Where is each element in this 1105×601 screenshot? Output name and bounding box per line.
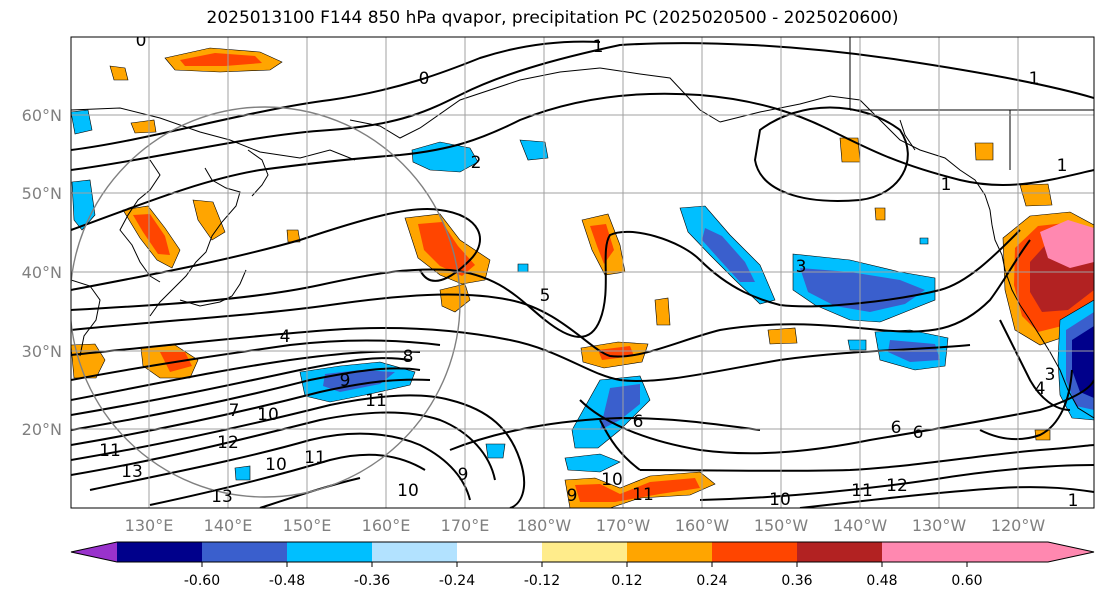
- colorbar-tick-label: 0.48: [866, 573, 897, 589]
- contour-label: 3: [796, 257, 807, 277]
- lat-label: 20°N: [22, 420, 62, 439]
- colorbar-segment: [627, 542, 712, 562]
- plot-frame: [70, 36, 1095, 509]
- lon-label: 150°E: [283, 516, 332, 535]
- contour-label: 11: [99, 441, 121, 461]
- contour-label: 6: [913, 423, 924, 443]
- colorbar-extend-left: [71, 542, 117, 562]
- region-circle: [71, 106, 461, 498]
- lat-label: 60°N: [22, 106, 62, 125]
- contour-label: 2: [471, 153, 482, 173]
- contour-label: 1: [593, 37, 604, 57]
- lon-label: 170°E: [441, 516, 490, 535]
- lat-label: 40°N: [22, 263, 62, 282]
- lon-label: 140°W: [833, 516, 888, 535]
- contour-label: 4: [280, 327, 291, 347]
- contour-label: 0: [136, 31, 147, 51]
- lon-label: 130°E: [125, 516, 174, 535]
- longitude-labels: 130°E 140°E 150°E 160°E 170°E 180°W 170°…: [125, 516, 1046, 535]
- contour-label: 1: [1068, 491, 1079, 511]
- lon-label: 150°W: [754, 516, 809, 535]
- contour-label: 10: [769, 490, 791, 510]
- colorbar-tick-labels: -0.60 -0.48 -0.36 -0.24 -0.12 0.12 0.24 …: [184, 573, 983, 589]
- colorbar-segment: [457, 542, 542, 562]
- contour-label: 10: [265, 455, 287, 475]
- contour-label: 9: [567, 486, 578, 506]
- contour-label: 9: [458, 465, 469, 485]
- contour-label: 0: [419, 69, 430, 89]
- contour-label: 10: [397, 481, 419, 501]
- contour-label: 12: [217, 433, 239, 453]
- contour-label: 1: [1057, 156, 1068, 176]
- contour-label: 1: [941, 175, 952, 195]
- lon-label: 140°E: [204, 516, 253, 535]
- lon-label: 160°W: [675, 516, 730, 535]
- colorbar-tick-label: -0.36: [354, 573, 390, 589]
- colorbar-tick-label: -0.48: [269, 573, 305, 589]
- contour-label: 10: [601, 470, 623, 490]
- colorbar-ticks: [201, 562, 968, 567]
- contour-label: 3: [1045, 365, 1056, 385]
- contour-label: 13: [211, 487, 233, 507]
- contour-labels: 0 0 1 1 1 1 2 3 3 4 5 6 6 6 7 8 9 9 9 10…: [99, 31, 1079, 511]
- lon-label: 130°W: [912, 516, 967, 535]
- colorbar-segment: [882, 542, 962, 562]
- coastlines: [71, 37, 1094, 419]
- contour-label: 13: [121, 462, 143, 482]
- colorbar-tick-label: 0.60: [951, 573, 982, 589]
- qvapor-contours: [71, 40, 1094, 508]
- contour-label: 4: [1035, 379, 1046, 399]
- lon-label: 180°W: [517, 516, 572, 535]
- colorbar-tick-label: 0.24: [696, 573, 727, 589]
- lat-label: 50°N: [22, 184, 62, 203]
- colorbar-tick-label: -0.60: [184, 573, 220, 589]
- colorbar-segment: [202, 542, 287, 562]
- colorbar-segment: [372, 542, 457, 562]
- colorbar-tick-label: -0.12: [524, 573, 560, 589]
- colorbar-outline: [70, 541, 1095, 563]
- colorbar-segment: [117, 542, 202, 562]
- colorbar: [70, 541, 1095, 563]
- contour-label: 11: [365, 391, 387, 411]
- latitude-labels: 60°N 50°N 40°N 30°N 20°N: [22, 106, 62, 439]
- contour-label: 11: [851, 481, 873, 501]
- lat-label: 30°N: [22, 342, 62, 361]
- colorbar-segment: [287, 542, 372, 562]
- colorbar-segment: [542, 542, 627, 562]
- shaded-anomalies: [71, 47, 1094, 508]
- colorbar-segment: [797, 542, 882, 562]
- contour-label: 11: [304, 448, 326, 468]
- contour-label: 10: [257, 405, 279, 425]
- colorbar-segment: [712, 542, 797, 562]
- contour-label: 12: [886, 476, 908, 496]
- contour-label: 5: [540, 286, 551, 306]
- contour-label: 6: [633, 412, 644, 432]
- gridlines: [71, 37, 1094, 508]
- lon-label: 120°W: [991, 516, 1046, 535]
- contour-label: 7: [229, 401, 240, 421]
- contour-label: 8: [403, 347, 414, 367]
- colorbar-tick-label: 0.12: [611, 573, 642, 589]
- contour-label: 6: [891, 418, 902, 438]
- contour-label: 9: [340, 371, 351, 391]
- lon-label: 170°W: [596, 516, 651, 535]
- lon-label: 160°E: [362, 516, 411, 535]
- colorbar-tick-label: -0.24: [439, 573, 475, 589]
- colorbar-tick-label: 0.36: [781, 573, 812, 589]
- contour-label: 11: [632, 485, 654, 505]
- contour-label: 1: [1029, 69, 1040, 89]
- chart-title: 2025013100 F144 850 hPa qvapor, precipit…: [206, 8, 899, 28]
